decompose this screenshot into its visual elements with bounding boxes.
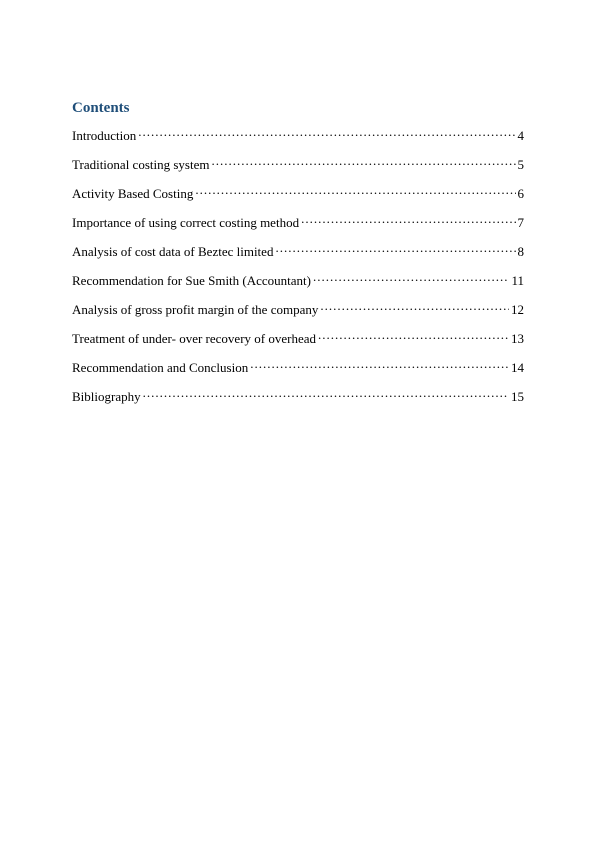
toc-title: Recommendation and Conclusion — [72, 360, 248, 376]
toc-title: Bibliography — [72, 389, 141, 405]
toc-dots — [143, 388, 509, 401]
toc-page: 4 — [518, 128, 525, 144]
document-page: Contents Introduction 4 Traditional cost… — [0, 0, 596, 842]
toc-title: Analysis of gross profit margin of the c… — [72, 302, 318, 318]
toc-dots — [318, 330, 509, 343]
toc-entry: Traditional costing system 5 — [72, 156, 524, 173]
toc-entry: Activity Based Costing 6 — [72, 185, 524, 202]
toc-dots — [301, 214, 515, 227]
toc-dots — [313, 272, 509, 285]
toc-dots — [320, 301, 509, 314]
toc-entry: Treatment of under- over recovery of ove… — [72, 330, 524, 347]
toc-dots — [195, 185, 515, 198]
toc-title: Treatment of under- over recovery of ove… — [72, 331, 316, 347]
toc-title: Recommendation for Sue Smith (Accountant… — [72, 273, 311, 289]
toc-page: 13 — [511, 331, 524, 347]
toc-page: 5 — [518, 157, 525, 173]
toc-title: Activity Based Costing — [72, 186, 193, 202]
toc-dots — [275, 243, 515, 256]
contents-heading: Contents — [72, 100, 524, 117]
toc-page: 8 — [518, 244, 525, 260]
toc-title: Importance of using correct costing meth… — [72, 215, 299, 231]
toc-entry: Introduction 4 — [72, 127, 524, 144]
toc-entry: Bibliography 15 — [72, 388, 524, 405]
toc-page: 11 — [511, 273, 524, 289]
toc-title: Introduction — [72, 128, 136, 144]
toc-dots — [250, 359, 509, 372]
toc-dots — [138, 127, 515, 140]
toc-entry: Recommendation and Conclusion 14 — [72, 359, 524, 376]
toc-entry: Analysis of cost data of Beztec limited … — [72, 243, 524, 260]
toc-dots — [211, 156, 515, 169]
toc-page: 15 — [511, 389, 524, 405]
toc-page: 14 — [511, 360, 524, 376]
toc-page: 7 — [518, 215, 525, 231]
toc-title: Traditional costing system — [72, 157, 209, 173]
toc-page: 6 — [518, 186, 525, 202]
toc-page: 12 — [511, 302, 524, 318]
toc-entry: Importance of using correct costing meth… — [72, 214, 524, 231]
toc-entry: Recommendation for Sue Smith (Accountant… — [72, 272, 524, 289]
toc-title: Analysis of cost data of Beztec limited — [72, 244, 273, 260]
toc-entry: Analysis of gross profit margin of the c… — [72, 301, 524, 318]
